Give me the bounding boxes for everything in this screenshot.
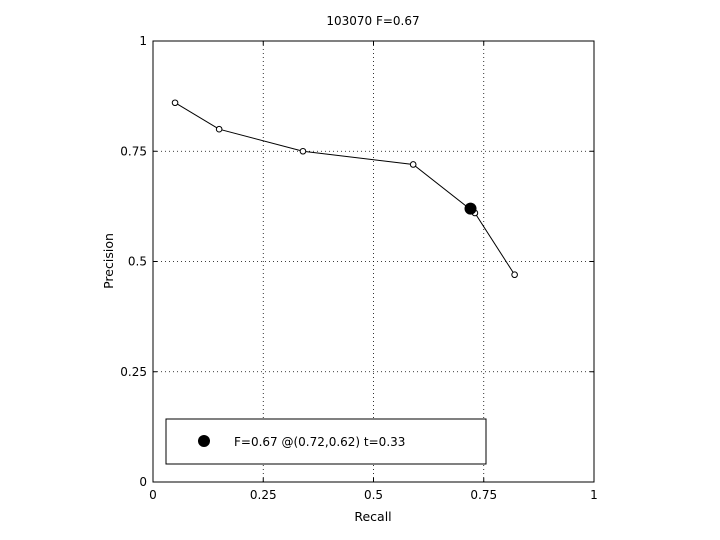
x-tick-label: 0: [149, 488, 157, 502]
legend: F=0.67 @(0.72,0.62) t=0.33: [165, 418, 487, 465]
y-tick-label: 0.5: [128, 255, 147, 269]
y-tick-label: 0.75: [120, 144, 147, 158]
x-tick-label: 1: [590, 488, 598, 502]
data-point: [299, 147, 307, 155]
axis-ticks: 0 0.25 0.5 0.75 1 0 0.25 0.5 0.75 1: [120, 34, 598, 502]
x-tick-label: 0.5: [364, 488, 383, 502]
legend-text: F=0.67 @(0.72,0.62) t=0.33: [234, 435, 405, 449]
y-tick-label: 0.25: [120, 365, 147, 379]
data-point: [409, 161, 417, 168]
best-f-point: [464, 202, 477, 215]
x-tick-label: 0.25: [250, 488, 277, 502]
legend-box: [165, 418, 487, 465]
y-axis-label: Precision: [101, 233, 116, 289]
series-group: [171, 99, 518, 279]
data-point: [511, 271, 518, 279]
legend-marker: [198, 435, 210, 447]
x-axis-label: Recall: [354, 509, 391, 524]
y-tick-label: 0: [139, 475, 147, 489]
y-tick-label: 1: [139, 34, 147, 48]
series-line: [174, 102, 516, 276]
grid-lines: [153, 41, 594, 482]
data-point: [171, 99, 179, 107]
x-tick-label: 0.75: [470, 488, 497, 502]
data-point: [215, 125, 223, 133]
chart-title: 103070 F=0.67: [326, 14, 419, 28]
